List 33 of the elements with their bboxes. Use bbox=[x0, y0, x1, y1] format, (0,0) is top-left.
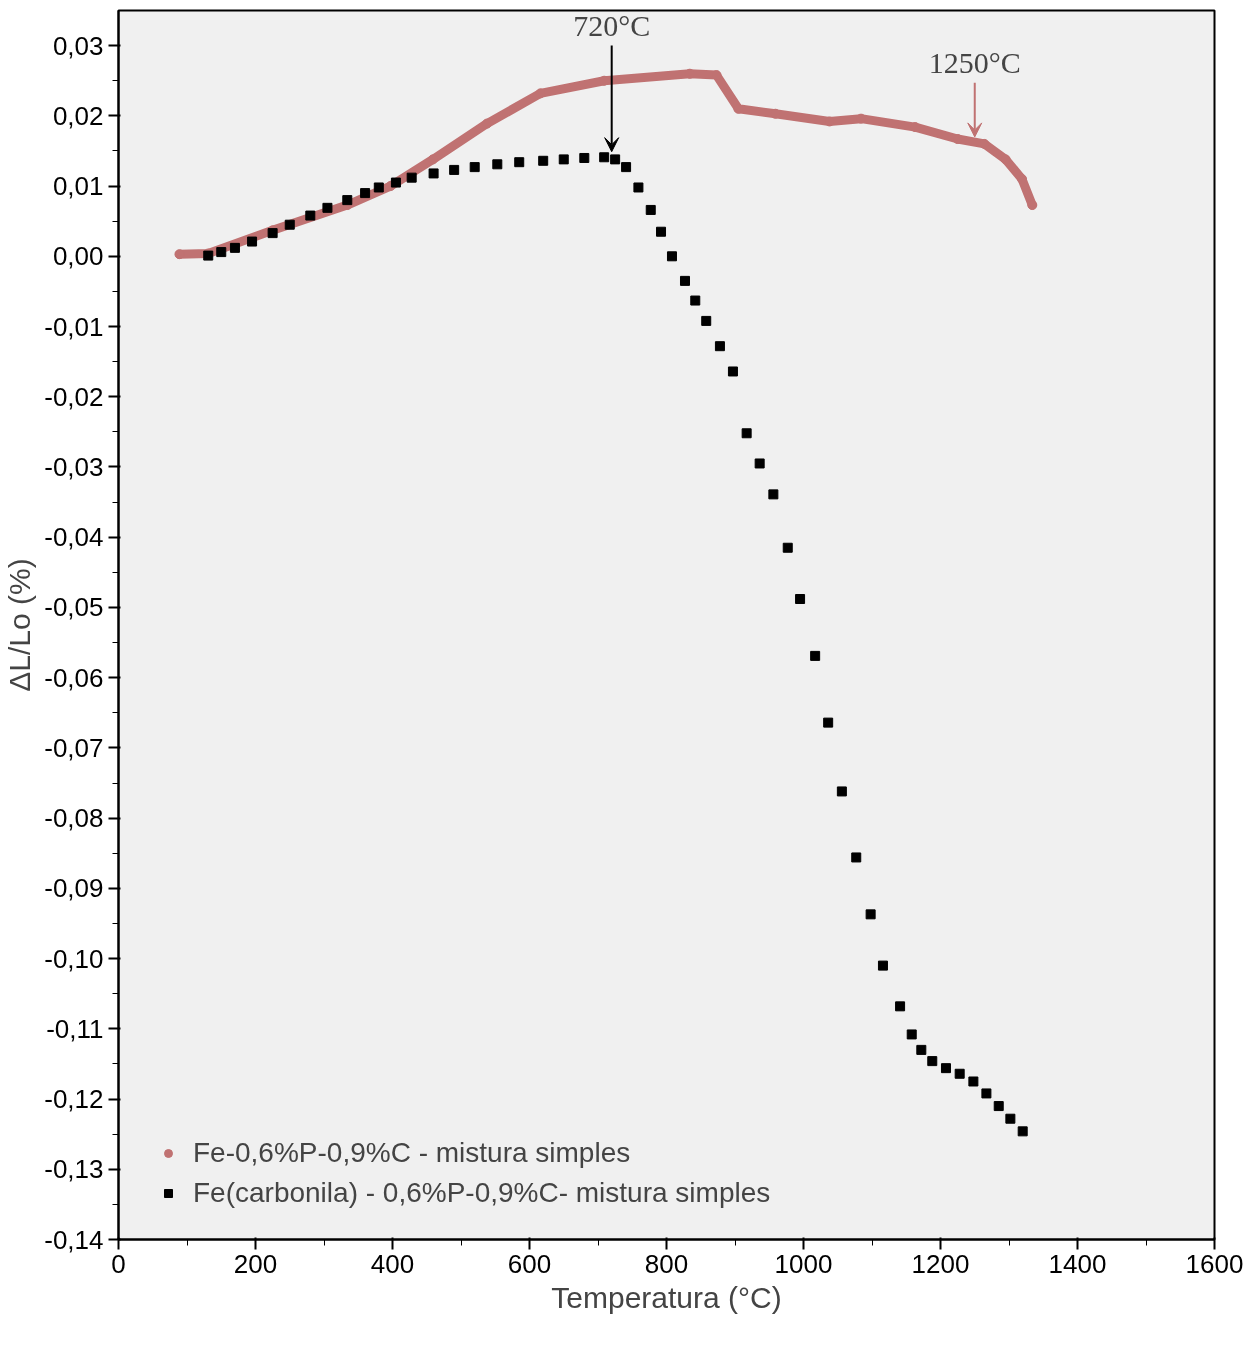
annotation: 720°C bbox=[573, 9, 651, 43]
y-tick-label: -0,13 bbox=[44, 1154, 104, 1185]
x-axis-title: Temperatura (°C) bbox=[551, 1280, 782, 1314]
x-tick-label: 400 bbox=[370, 1248, 415, 1279]
y-tick-label: 0,02 bbox=[52, 100, 104, 131]
y-tick-label: -0,12 bbox=[44, 1084, 104, 1115]
x-tick-label: 200 bbox=[233, 1248, 278, 1279]
y-tick-label: -0,07 bbox=[44, 732, 104, 763]
x-tick-label: 1200 bbox=[911, 1248, 970, 1279]
y-tick-label: -0,08 bbox=[44, 803, 104, 834]
x-tick-label: 1000 bbox=[774, 1248, 833, 1279]
y-axis-title: ΔL/Lo (%) bbox=[3, 558, 37, 692]
legend-label: Fe(carbonila) - 0,6%P-0,9%C- mistura simples bbox=[193, 1177, 771, 1209]
y-tick-label: -0,02 bbox=[44, 381, 104, 412]
annotation: 1250°C bbox=[928, 46, 1021, 80]
x-tick-label: 1400 bbox=[1048, 1248, 1107, 1279]
x-tick-label: 600 bbox=[507, 1248, 552, 1279]
y-tick-label: -0,09 bbox=[44, 873, 104, 904]
y-tick-label: 0,00 bbox=[52, 241, 104, 272]
x-tick-label: 0 bbox=[111, 1248, 126, 1279]
y-tick-label: 0,01 bbox=[52, 171, 104, 202]
y-tick-label: -0,10 bbox=[44, 943, 104, 974]
y-tick-label: -0,05 bbox=[44, 592, 104, 623]
y-tick-label: -0,03 bbox=[44, 451, 104, 482]
y-tick-label: -0,14 bbox=[44, 1224, 104, 1255]
y-tick-label: -0,01 bbox=[44, 311, 104, 342]
y-tick-label: -0,11 bbox=[46, 1013, 104, 1044]
y-tick-label: -0,06 bbox=[44, 662, 104, 693]
y-tick-label: 0,03 bbox=[52, 30, 104, 61]
x-tick-label: 1600 bbox=[1185, 1248, 1244, 1279]
legend-label: Fe-0,6%P-0,9%C - mistura simples bbox=[193, 1137, 631, 1169]
x-tick-label: 800 bbox=[644, 1248, 689, 1279]
y-tick-label: -0,04 bbox=[44, 522, 104, 553]
